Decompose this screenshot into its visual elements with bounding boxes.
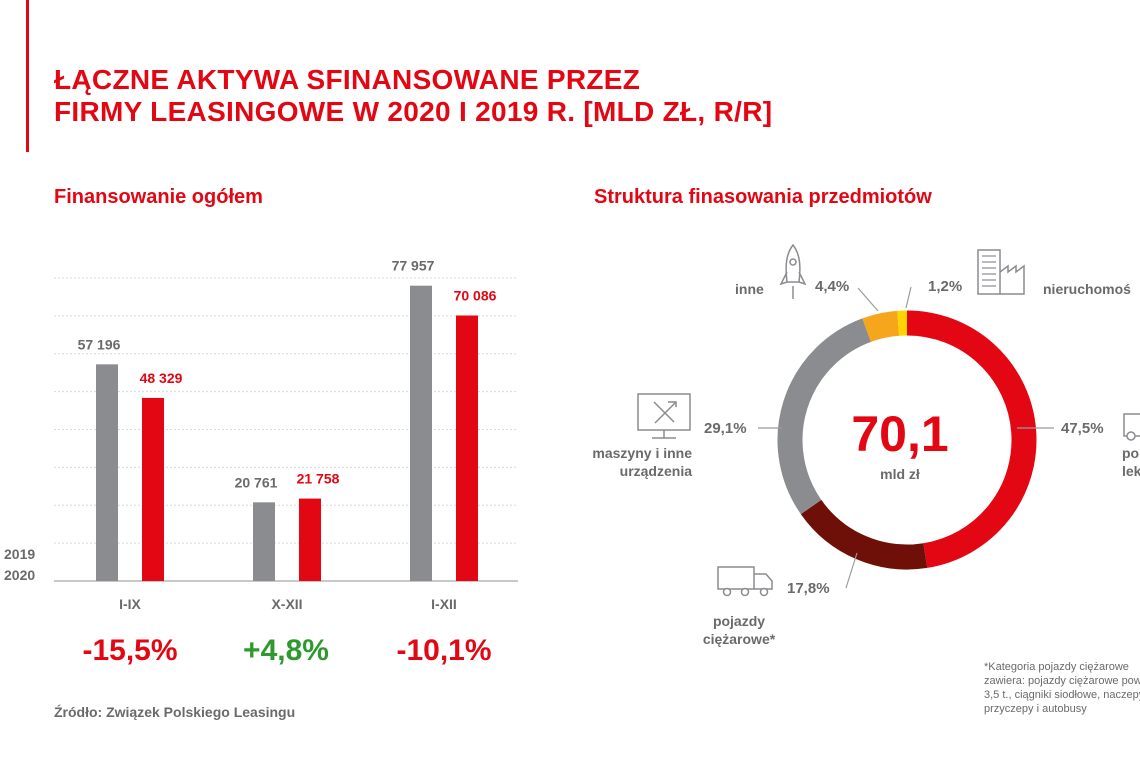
car-icon: [1123, 413, 1140, 441]
source-note: Źródło: Związek Polskiego Leasingu: [54, 704, 296, 720]
bar-value-label: 57 196: [78, 336, 121, 352]
category-label: I-IX: [119, 596, 141, 612]
bar-2019-X-XII: [253, 502, 275, 581]
change-i-xii: -10,1%: [396, 634, 492, 667]
category-label: I-XII: [431, 596, 457, 612]
rocket-icon: [779, 243, 807, 299]
change-x-xii: +4,8%: [243, 634, 329, 667]
bar-value-label: 70 086: [454, 287, 497, 303]
donut-slice-maszyny-i-inne-urz-dzenia: [777, 318, 872, 515]
accent-bar: [26, 0, 29, 152]
leader-inne: [857, 287, 879, 312]
donut-slice-pojazdy-ci-arowe-: [800, 499, 928, 570]
legend-2019-label: 2019: [4, 546, 36, 562]
title-line-2: FIRMY LEASINGOWE W 2020 I 2019 R. [MLD Z…: [54, 96, 773, 127]
change-i-ix: -15,5%: [82, 634, 178, 667]
donut-ring: [777, 310, 1037, 570]
donut-center-unit: mld zł: [880, 466, 920, 482]
donut-slice-pojazdy-lekkie: [906, 310, 1037, 568]
pct-lekkie: 47,5%: [1061, 420, 1104, 437]
bar-value-label: 20 761: [235, 474, 278, 490]
donut-center-value: 70,1: [851, 406, 949, 462]
category-label: X-XII: [271, 596, 302, 612]
bar-chart-bars: [96, 285, 478, 581]
donut-slice-inne: [862, 310, 900, 343]
cat-maszyny: maszyny i inne urządzenia: [592, 445, 692, 479]
bar-2020-X-XII: [299, 498, 321, 581]
tools-monitor-icon: [637, 393, 691, 439]
truck-icon: [717, 566, 773, 597]
cat-ciezarowe: pojazdy ciężarowe*: [702, 613, 776, 647]
donut-chart-subtitle: Struktura finasowania przedmiotów: [594, 186, 932, 208]
leader-lines: [758, 286, 1054, 589]
bar-2020-I-XII: [456, 315, 478, 581]
leader-ciezarowe: [845, 552, 858, 589]
cat-nieruchomosci: nieruchomoś: [1043, 281, 1131, 297]
cat-lekkie: po lek: [1122, 445, 1140, 479]
footnote: *Kategoria pojazdy ciężarowe zawiera: po…: [984, 661, 1140, 715]
page-title: ŁĄCZNE AKTYWA SFINANSOWANE PRZEZ FIRMY L…: [54, 64, 874, 128]
bar-chart: 57 196 48 329 20 761 21 758 77 957 70 086 I-I…: [54, 258, 518, 612]
bar-chart-category-labels: I-IX X-XII I-XII: [119, 596, 457, 612]
building-icon: [977, 249, 1025, 295]
pct-maszyny: 29,1%: [704, 420, 747, 437]
bar-value-label: 21 758: [297, 471, 340, 487]
pct-ciezarowe: 17,8%: [787, 580, 830, 597]
bar-value-label: 48 329: [140, 370, 183, 386]
bar-value-label: 77 957: [392, 258, 435, 274]
title-line-1: ŁĄCZNE AKTYWA SFINANSOWANE PRZEZ: [54, 64, 641, 95]
bar-chart-grid: [54, 277, 518, 582]
bar-2020-I-IX: [142, 397, 164, 581]
pct-inne: 4,4%: [815, 278, 850, 295]
bar-chart-value-labels: 57 196 48 329 20 761 21 758 77 957 70 086: [78, 258, 497, 491]
bar-2019-I-XII: [410, 285, 432, 581]
cat-inne: inne: [735, 281, 764, 297]
bar-2019-I-IX: [96, 364, 118, 581]
bar-chart-subtitle: Finansowanie ogółem: [54, 186, 263, 208]
leader-nieruch: [905, 286, 912, 309]
legend-2020-label: 2020: [4, 567, 36, 583]
pct-nieruchomosci: 1,2%: [928, 278, 963, 295]
